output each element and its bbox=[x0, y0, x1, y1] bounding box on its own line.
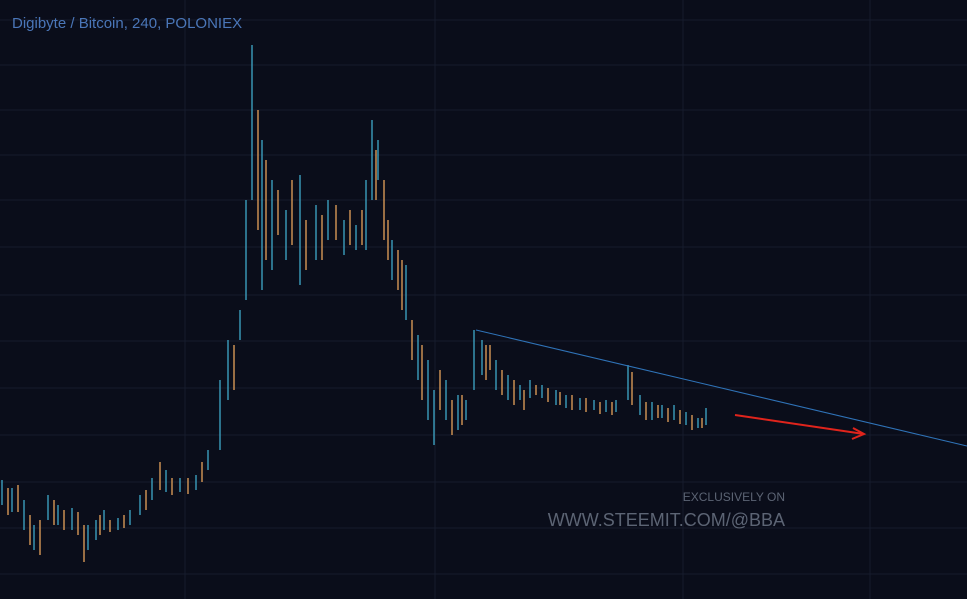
price-bars-down bbox=[7, 110, 703, 562]
price-bars-up bbox=[1, 45, 707, 550]
watermark-line: EXCLUSIVELY ON bbox=[683, 490, 785, 504]
red-arrow bbox=[734, 414, 867, 440]
chart-title: Digibyte / Bitcoin, 240, POLONIEX bbox=[12, 15, 242, 32]
trend-line bbox=[475, 329, 967, 447]
watermark-url: WWW.STEEMIT.COM/@BBA bbox=[548, 510, 785, 530]
